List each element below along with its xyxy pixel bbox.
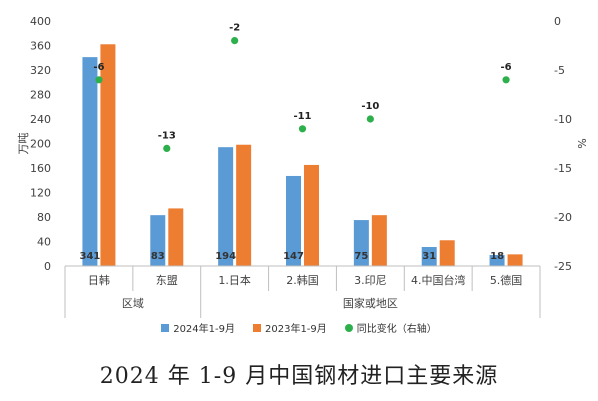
- yoy-point-1: [163, 144, 171, 152]
- bar-2024-4: [353, 220, 369, 266]
- x-group-label: 区域: [122, 297, 144, 310]
- x-tick-label: 4.中国台湾: [411, 273, 466, 287]
- legend-item-yoy: 同比变化（右轴）: [344, 320, 437, 335]
- data-label-2024: 147: [283, 251, 304, 262]
- y-tick-label: 240: [30, 113, 51, 126]
- bar-2023-5: [439, 240, 455, 266]
- legend-item-2023: 2023年1-9月: [253, 320, 327, 335]
- x-tick-label: 5.德国: [490, 273, 523, 287]
- y2-tick-label: -15: [554, 162, 572, 175]
- y2-tick-label: -20: [554, 211, 572, 224]
- legend-swatch-2023: [253, 323, 261, 332]
- data-label-2024: 75: [354, 251, 368, 262]
- yoy-label: -2: [229, 23, 240, 34]
- data-label-2024: 194: [215, 251, 236, 262]
- y-tick-label: 360: [30, 40, 51, 53]
- data-label-2024: 341: [79, 251, 100, 262]
- y-tick-label: 120: [30, 187, 51, 200]
- yoy-label: -6: [501, 62, 512, 73]
- x-tick-label: 日韩: [88, 273, 110, 287]
- y-tick-label: 400: [30, 15, 51, 28]
- bar-2024-3: [286, 175, 301, 266]
- y-tick-label: 200: [30, 138, 51, 151]
- yoy-point-4: [366, 115, 374, 123]
- yoy-label: -10: [361, 101, 379, 112]
- x-tick-label: 东盟: [156, 274, 178, 287]
- bar-2024-2: [218, 147, 234, 266]
- data-label-2024: 83: [151, 251, 165, 262]
- bar-2023-4: [371, 215, 387, 266]
- yoy-point-6: [502, 76, 510, 84]
- y2-axis-title: %: [575, 138, 588, 148]
- legend-swatch-2024: [161, 323, 170, 332]
- bar-2024-0: [82, 57, 98, 267]
- data-label-2024: 18: [490, 251, 504, 262]
- bar-2024-6: [489, 254, 505, 266]
- bar-2023-0: [100, 44, 116, 267]
- yoy-point-2: [231, 37, 239, 45]
- y-axis-title: 万吨: [17, 133, 30, 155]
- y-tick-label: 280: [30, 89, 51, 102]
- legend-item-2024: 2024年1-9月: [161, 320, 235, 335]
- y-tick-label: 40: [37, 236, 51, 249]
- bar-2024-5: [421, 247, 437, 266]
- x-tick-label: 2.韩国: [286, 273, 319, 287]
- bar-2024-1: [150, 215, 166, 266]
- yoy-point-3: [298, 125, 307, 133]
- legend-label-2023: 2023年1-9月: [265, 324, 327, 335]
- bar-2023-3: [304, 164, 319, 266]
- y-tick-label: 0: [44, 260, 51, 273]
- y2-tick-label: -10: [554, 113, 572, 126]
- y2-tick-label: -5: [554, 64, 565, 77]
- bar-2023-6: [507, 254, 523, 266]
- legend-label-2024: 2024年1-9月: [173, 324, 235, 335]
- bar-2023-2: [236, 144, 252, 266]
- yoy-label: -11: [293, 111, 311, 122]
- legend: 2024年1-9月 2023年1-9月 同比变化（右轴）: [0, 320, 598, 335]
- y-tick-label: 320: [30, 64, 51, 77]
- bar-2023-1: [168, 208, 184, 266]
- x-group-label: 国家或地区: [343, 296, 398, 310]
- legend-label-yoy: 同比变化（右轴）: [356, 324, 437, 335]
- y2-tick-label: -25: [554, 260, 572, 273]
- legend-swatch-yoy: [344, 323, 353, 332]
- yoy-point-0: [95, 76, 103, 84]
- y-tick-label: 80: [37, 211, 51, 224]
- y2-tick-label: 0: [554, 15, 561, 28]
- yoy-label: -13: [158, 130, 176, 141]
- chart-caption: 2024 年 1-9 月中国钢材进口主要来源: [99, 364, 499, 389]
- data-label-2024: 31: [422, 251, 436, 262]
- x-tick-label: 3.印尼: [354, 274, 387, 287]
- y-tick-label: 160: [30, 162, 51, 175]
- x-tick-label: 1.日本: [218, 273, 251, 287]
- yoy-label: -6: [93, 62, 104, 73]
